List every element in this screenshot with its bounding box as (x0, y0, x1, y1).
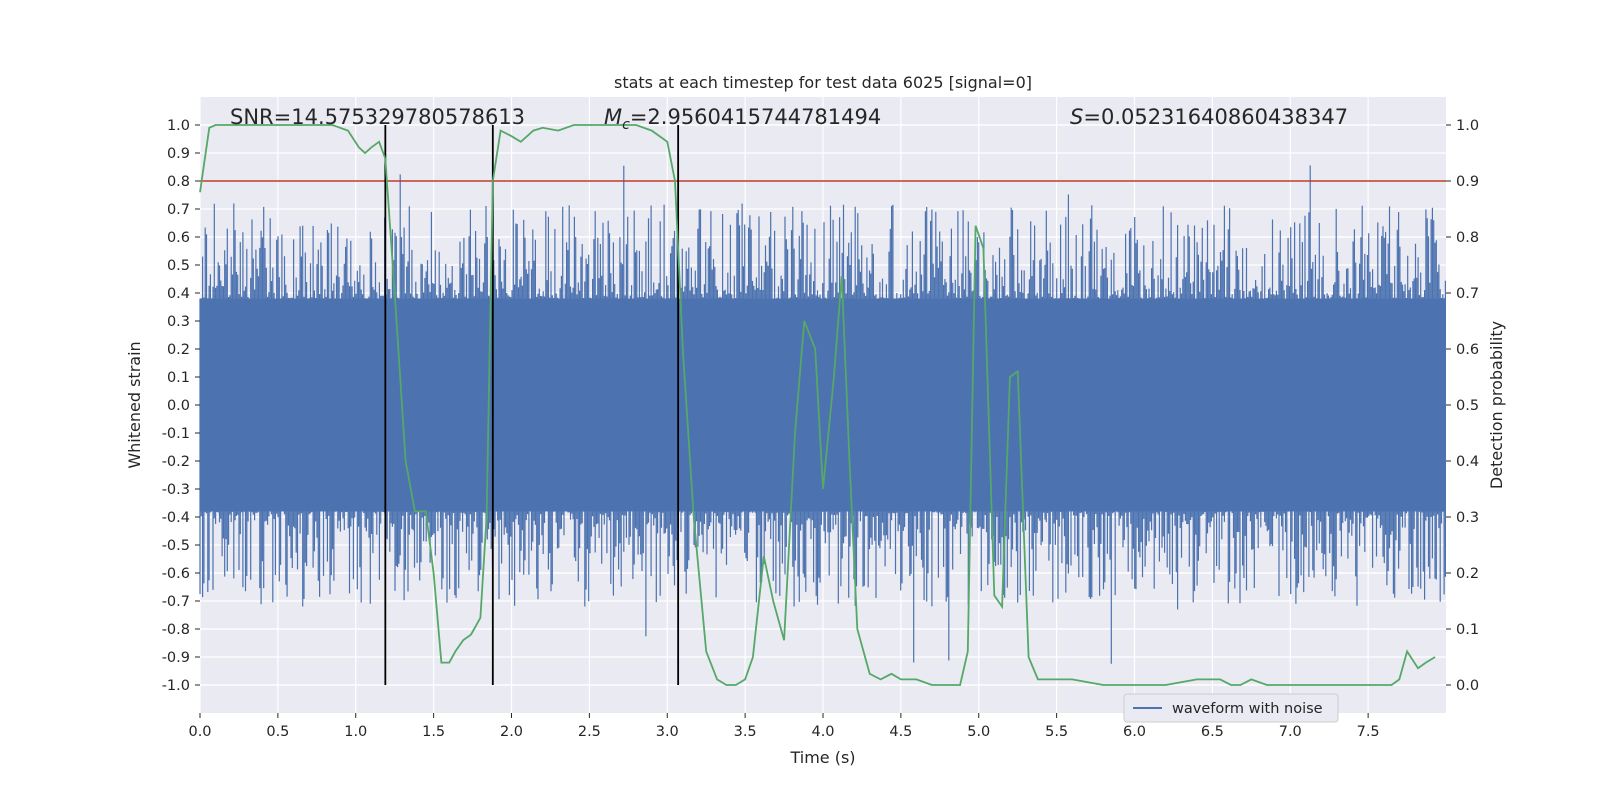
waveform-spikes (199, 165, 1446, 664)
y-tick-label: -0.9 (162, 650, 190, 666)
y-tick-label: 1.0 (167, 118, 190, 134)
y2-tick-label: 0.0 (1456, 678, 1479, 694)
y-tick-label: -0.5 (162, 538, 190, 554)
y-tick-label: -1.0 (162, 678, 190, 694)
probability-line (199, 124, 1436, 686)
x-tick-label: 5.5 (1045, 724, 1068, 740)
x-tick-label: 0.0 (188, 724, 211, 740)
x-tick-label: 1.5 (422, 724, 445, 740)
y2-tick-label: 0.4 (1456, 454, 1479, 470)
x-axis-label: Time (s) (789, 748, 855, 767)
s-symbol: S (1070, 105, 1083, 129)
y2-axis-ticks: 1.0 0.9 0.8 0.7 0.6 0.5 0.4 0.3 0.2 0.1 0.0 (1446, 118, 1479, 694)
y-tick-label: 0.6 (167, 230, 190, 246)
chirp-mass-value: =2.9560415744781494 (630, 105, 881, 129)
legend: waveform with noise (1123, 693, 1339, 723)
y-axis-ticks: 1.0 0.9 0.8 0.7 0.6 0.5 0.4 0.3 0.2 0.1 0.0 -0.1 -0.… (162, 118, 200, 694)
y2-tick-label: 0.2 (1456, 566, 1479, 582)
s-value: =0.05231640860438347 (1083, 105, 1348, 129)
y-tick-label: -0.2 (162, 454, 190, 470)
y2-axis-label: Detection probability (1487, 321, 1506, 489)
y2-tick-label: 0.7 (1456, 286, 1479, 302)
x-tick-label: 0.5 (266, 724, 289, 740)
x-tick-label: 4.5 (889, 724, 912, 740)
y-axis-label: Whitened strain (125, 341, 144, 468)
y-tick-label: -0.6 (162, 566, 190, 582)
y-tick-label: 0.5 (167, 258, 190, 274)
y-tick-label: -0.3 (162, 482, 190, 498)
y2-tick-label: 0.8 (1456, 230, 1479, 246)
y-tick-label: -0.1 (162, 426, 190, 442)
y-tick-label: 0.0 (167, 398, 190, 414)
x-tick-label: 7.5 (1357, 724, 1380, 740)
x-tick-label: 2.5 (578, 724, 601, 740)
chirp-mass-symbol: M (604, 105, 622, 129)
snr-annotation: SNR=14.575329780578613 (230, 105, 525, 129)
x-tick-label: 2.0 (500, 724, 523, 740)
y2-tick-label: 0.1 (1456, 622, 1479, 638)
y-tick-label: 0.3 (167, 314, 190, 330)
y2-tick-label: 0.9 (1456, 174, 1479, 190)
x-tick-label: 5.0 (967, 724, 990, 740)
y-tick-label: 0.8 (167, 174, 190, 190)
y-tick-label: -0.8 (162, 622, 190, 638)
y-tick-label: 0.4 (167, 286, 190, 302)
y-tick-label: -0.4 (162, 510, 190, 526)
y-tick-label: 0.1 (167, 370, 190, 386)
s-annotation: S=0.05231640860438347 (1070, 105, 1348, 129)
x-axis-ticks: 0.0 0.5 1.0 1.5 2.0 2.5 3.0 3.5 4.0 4.5 5.0 5.5 6.0 6… (188, 713, 1380, 740)
x-tick-label: 6.5 (1201, 724, 1224, 740)
y2-tick-label: 1.0 (1456, 118, 1479, 134)
y2-tick-label: 0.3 (1456, 510, 1479, 526)
x-tick-label: 3.5 (734, 724, 757, 740)
chart-title: stats at each timestep for test data 602… (614, 73, 1032, 92)
y2-tick-label: 0.6 (1456, 342, 1479, 358)
legend-box (1123, 693, 1339, 723)
x-tick-label: 1.0 (344, 724, 367, 740)
x-tick-label: 7.0 (1279, 724, 1302, 740)
x-tick-label: 6.0 (1123, 724, 1146, 740)
legend-entry: waveform with noise (1172, 701, 1323, 717)
chirp-mass-subscript: c (622, 117, 630, 133)
x-tick-label: 3.0 (656, 724, 679, 740)
chirp-mass-annotation: Mc=2.9560415744781494 (604, 105, 881, 133)
x-tick-label: 4.0 (811, 724, 834, 740)
y-tick-label: 0.7 (167, 202, 190, 218)
y-tick-label: -0.7 (162, 594, 190, 610)
y-tick-label: 0.2 (167, 342, 190, 358)
y2-tick-label: 0.5 (1456, 398, 1479, 414)
y-tick-label: 0.9 (167, 146, 190, 162)
